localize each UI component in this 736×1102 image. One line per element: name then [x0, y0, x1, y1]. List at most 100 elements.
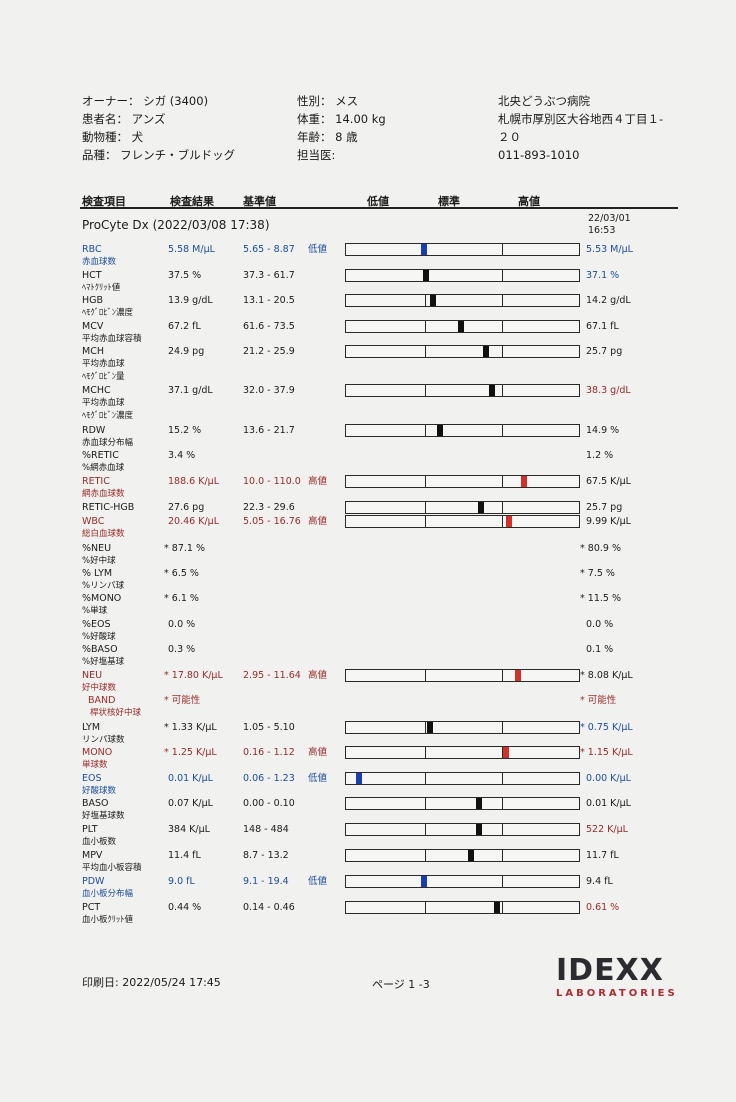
clinic-phone: 011-893-1010: [498, 148, 580, 162]
row-result: * 1.25 K/µL: [164, 747, 217, 758]
row-name: LYM: [82, 722, 101, 733]
result-marker: [476, 824, 483, 835]
row-name: %NEU: [82, 543, 112, 554]
row-range: 0.16 - 1.12: [243, 747, 295, 758]
row-name: BASO: [82, 798, 109, 809]
row-name-jp: ﾍﾓｸﾞﾛﾋﾞﾝ量: [82, 372, 125, 382]
row-name: EOS: [82, 773, 102, 784]
row-previous: 0.01 K/µL: [586, 798, 631, 809]
bar-divider: [502, 346, 503, 357]
col-result: 検査結果: [170, 195, 214, 208]
result-marker: [421, 876, 428, 887]
row-result: 188.6 K/µL: [168, 476, 219, 487]
col-item: 検査項目: [82, 195, 126, 208]
bar-divider: [502, 798, 503, 809]
range-bar: [345, 875, 580, 888]
row-previous: 0.1 %: [586, 644, 614, 655]
row-previous: 38.3 g/dL: [586, 385, 631, 396]
bar-divider: [425, 824, 426, 835]
row-previous: 1.2 %: [586, 450, 614, 461]
row-previous: 9.99 K/µL: [586, 516, 631, 527]
row-name-jp: 好酸球数: [82, 786, 117, 796]
section-title: ProCyte Dx (2022/03/08 17:38): [82, 218, 270, 232]
clinic-address: 札幌市厚別区大谷地西４丁目１-: [498, 112, 664, 126]
col-range: 基準値: [243, 195, 276, 208]
row-name-jp: 平均血小板容積: [82, 863, 142, 873]
row-result: 13.9 g/dL: [168, 295, 213, 306]
previous-date: 22/03/01 16:53: [588, 213, 631, 237]
result-marker: [421, 244, 428, 255]
row-result: 0.07 K/µL: [168, 798, 213, 809]
row-name: RBC: [82, 244, 102, 255]
row-name-jp: %リンパ球: [82, 581, 125, 591]
row-result: 37.5 %: [168, 270, 202, 281]
row-previous: 14.9 %: [586, 425, 620, 436]
previous-date-time: 16:53: [588, 225, 616, 236]
result-marker: [475, 798, 482, 809]
previous-date-day: 22/03/01: [588, 213, 631, 224]
row-previous: 37.1 %: [586, 270, 620, 281]
sex: 性別： メス: [297, 94, 359, 108]
range-bar: [345, 797, 580, 810]
row-result: 24.9 pg: [168, 346, 205, 357]
row-result: 20.46 K/µL: [168, 516, 219, 527]
bar-divider: [502, 321, 503, 332]
row-result: * 6.1 %: [164, 593, 199, 604]
row-previous: * 11.5 %: [580, 593, 621, 604]
clinic-name: 北央どうぶつ病院: [498, 94, 590, 108]
bar-divider: [502, 747, 503, 758]
row-range: 1.05 - 5.10: [243, 722, 295, 733]
row-result: * 可能性: [164, 695, 201, 706]
row-previous: 25.7 pg: [586, 346, 623, 357]
row-result: 9.0 fL: [168, 876, 195, 887]
bar-divider: [425, 425, 426, 436]
row-range: 22.3 - 29.6: [243, 502, 295, 513]
row-name: MONO: [82, 747, 113, 758]
logo-main: IDEXX: [556, 953, 664, 988]
bar-divider: [425, 476, 426, 487]
row-result: 0.01 K/µL: [168, 773, 213, 784]
bar-divider: [502, 902, 503, 913]
range-bar: [345, 501, 580, 514]
range-bar: [345, 243, 580, 256]
page-number: ページ 1 -3: [372, 978, 430, 991]
bar-divider: [502, 295, 503, 306]
range-bar: [345, 721, 580, 734]
row-range: 148 - 484: [243, 824, 289, 835]
bar-divider: [502, 850, 503, 861]
bar-divider: [425, 773, 426, 784]
row-result: * 1.33 K/µL: [164, 722, 217, 733]
row-previous: * 0.75 K/µL: [580, 722, 633, 733]
range-bar: [345, 849, 580, 862]
result-marker: [437, 425, 444, 436]
result-marker: [356, 773, 363, 784]
row-previous: 522 K/µL: [586, 824, 628, 835]
row-name-jp: 血小板数: [82, 837, 117, 847]
logo-sub: LABORATORIES: [556, 988, 678, 999]
row-name: RETIC: [82, 476, 110, 487]
row-range: 37.3 - 61.7: [243, 270, 295, 281]
row-name-jp: 好塩基球数: [82, 811, 125, 821]
row-range: 9.1 - 19.4: [243, 876, 289, 887]
row-result: 3.4 %: [168, 450, 196, 461]
animal-info: 性別： メス 体重： 14.00 kg 年齢： 8 歳 担当医:: [297, 92, 386, 164]
range-bar: [345, 475, 580, 488]
bar-divider: [502, 244, 503, 255]
row-name-jp: 血小板ｸﾘｯﾄ値: [82, 915, 134, 925]
bar-divider: [502, 270, 503, 281]
bar-divider: [502, 516, 503, 527]
bar-divider: [502, 385, 503, 396]
row-name: PLT: [82, 824, 98, 835]
owner: オーナー： シガ (3400): [82, 94, 209, 108]
row-name: MPV: [82, 850, 103, 861]
row-result: 0.0 %: [168, 619, 196, 630]
row-flag: 高値: [308, 476, 328, 487]
result-marker: [482, 346, 489, 357]
row-previous: 14.2 g/dL: [586, 295, 631, 306]
row-name: HGB: [82, 295, 104, 306]
range-bar: [345, 384, 580, 397]
row-name-jp: ﾍﾓｸﾞﾛﾋﾞﾝ濃度: [82, 308, 134, 318]
bar-divider: [502, 502, 503, 513]
bar-divider: [502, 824, 503, 835]
bar-divider: [502, 722, 503, 733]
